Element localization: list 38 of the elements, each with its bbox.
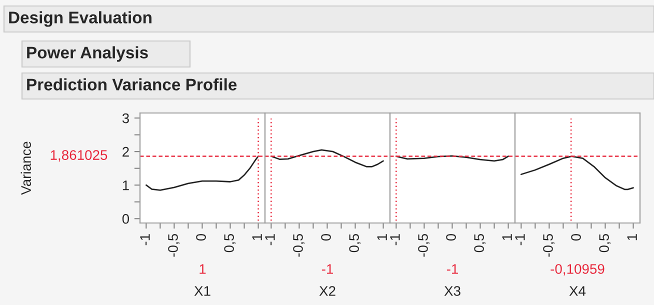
y-tick-label: 1 xyxy=(122,180,129,190)
ref-line-label: -1 xyxy=(322,264,333,274)
x-axis-title: X3 xyxy=(444,286,460,296)
x-tick-label: -1 xyxy=(140,234,150,246)
x-tick-label: 1 xyxy=(627,234,637,240)
ref-line-label: -1 xyxy=(446,264,458,274)
x-tick-label: 1 xyxy=(502,234,512,240)
text: Power Analysis xyxy=(27,46,148,62)
x-tick-label: -1 xyxy=(515,234,525,246)
x-tick-label: 0,5 xyxy=(599,234,611,252)
x-tick-label: 0,5 xyxy=(224,234,236,252)
y-axis-title: Variance xyxy=(20,142,32,195)
x-tick-label: 0,5 xyxy=(474,234,486,252)
chart-title: Prediction Variance Profile xyxy=(27,78,237,90)
y-tick-label: 0 xyxy=(122,214,130,224)
y-tick-label: 3 xyxy=(122,113,129,124)
x-tick-label: -0,5 xyxy=(543,234,555,257)
x-tick-label: -0,5 xyxy=(418,234,430,257)
x-tick-label: 0 xyxy=(446,234,456,241)
x-axis-title: X4 xyxy=(569,286,586,296)
ref-line-label: 1 xyxy=(200,264,206,274)
x-tick-label: -0,5 xyxy=(168,234,180,257)
text: Design Evaluation xyxy=(9,11,152,27)
x-tick-label: 0,5 xyxy=(349,234,361,252)
x-tick-label: -1 xyxy=(390,234,400,246)
line-series xyxy=(145,156,259,191)
x-tick-label: 0 xyxy=(571,234,581,241)
x-tick-label: 0 xyxy=(196,234,206,241)
ref-line-label: 1,861025 xyxy=(50,150,108,162)
x-tick-label: 0 xyxy=(321,234,331,241)
x-tick-label: -1 xyxy=(265,234,275,246)
x-tick-label: 1 xyxy=(252,234,262,240)
x-axis-title: X1 xyxy=(194,286,210,296)
ref-line-label: -0,10959 xyxy=(550,264,604,276)
x-axis-title: X2 xyxy=(319,286,336,296)
x-tick-label: -0,5 xyxy=(293,234,305,257)
x-tick-label: 1 xyxy=(377,234,387,240)
y-tick-label: 2 xyxy=(122,146,129,157)
